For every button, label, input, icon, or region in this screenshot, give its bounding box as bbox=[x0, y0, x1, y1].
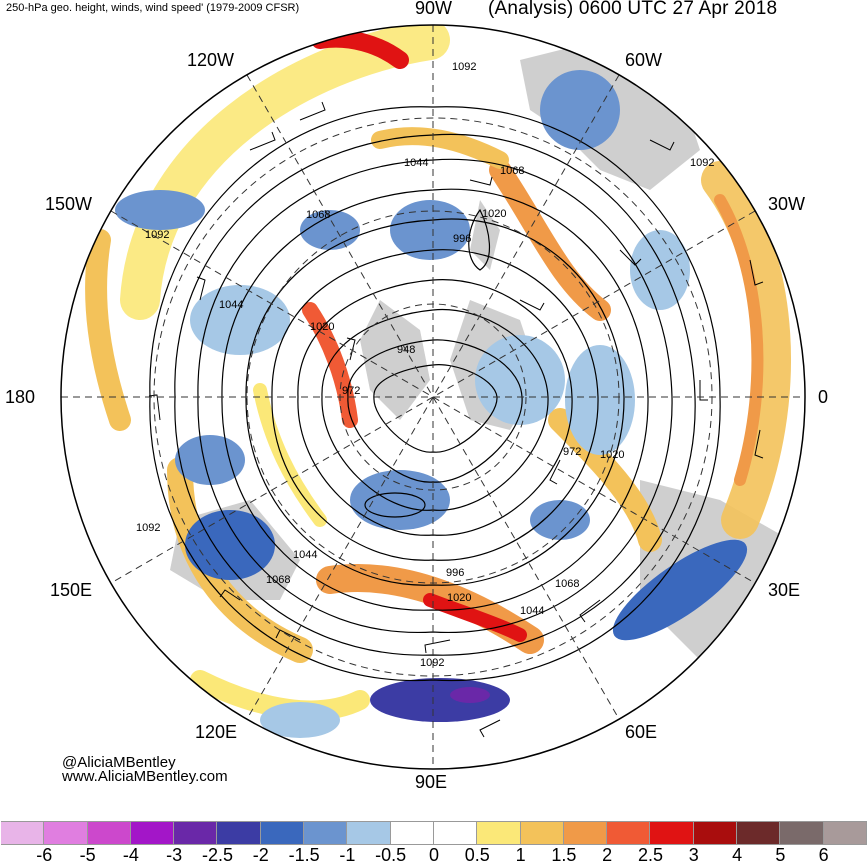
colorbar-swatch bbox=[650, 822, 694, 844]
lon-label-right-upper: 30W bbox=[768, 194, 806, 214]
contour-label: 1020 bbox=[482, 208, 506, 220]
lon-label-lower-left: 120E bbox=[195, 722, 238, 742]
colorbar-swatch bbox=[823, 822, 867, 844]
lon-label-upper-right: 60W bbox=[625, 50, 663, 70]
wind-barbs bbox=[148, 101, 764, 738]
colorbar-tick-label: 1.5 bbox=[551, 845, 577, 865]
contour-label: 1092 bbox=[690, 157, 714, 169]
colorbar-swatch bbox=[44, 822, 88, 844]
contour-label: 1020 bbox=[600, 449, 624, 461]
colorbar-swatch bbox=[130, 822, 175, 844]
contour-label: 1020 bbox=[447, 592, 471, 604]
colorbar-swatch bbox=[87, 822, 131, 844]
contour-label: 948 bbox=[397, 344, 415, 356]
credit-website: www.AliciaMBentley.com bbox=[62, 768, 228, 785]
contour-label: 1092 bbox=[420, 657, 444, 669]
colorbar-tick-label: -6 bbox=[36, 845, 53, 865]
colorbar-tick-label: -0.5 bbox=[375, 845, 407, 865]
contour-label: 1068 bbox=[266, 574, 290, 586]
colorbar-tick-label: 2.5 bbox=[637, 845, 664, 865]
graticule bbox=[61, 25, 805, 769]
contour-label: 1068 bbox=[500, 165, 524, 177]
contour-label: 1068 bbox=[555, 578, 579, 590]
colorbar bbox=[1, 821, 867, 845]
colorbar-tick-label: 3 bbox=[688, 845, 699, 865]
contour-label: 1044 bbox=[219, 299, 243, 311]
colorbar-swatch bbox=[607, 822, 651, 844]
colorbar-swatch bbox=[433, 822, 478, 844]
lon-label-right: 0 bbox=[818, 387, 829, 407]
credit-handle: @AliciaMBentley bbox=[62, 754, 176, 771]
colorbar-swatch bbox=[563, 822, 608, 844]
contour-label: 972 bbox=[342, 385, 360, 397]
lon-label-left: 180 bbox=[5, 387, 36, 407]
colorbar-tick-label: 2 bbox=[602, 845, 613, 865]
colorbar-swatch bbox=[1, 822, 45, 844]
contour-label: 1044 bbox=[520, 605, 544, 617]
colorbar-tick-label: 5 bbox=[775, 845, 786, 865]
height-contours bbox=[149, 106, 721, 682]
colorbar-ticks: -6 -5 -4 -3 -2.5 -2 -1.5 -1 -0.5 0 0.5 1 1.5 2 2.5 3 4 5 6 bbox=[0, 845, 868, 865]
contour-label: 996 bbox=[446, 567, 464, 579]
colorbar-tick-label: 0.5 bbox=[464, 845, 490, 865]
colorbar-swatch bbox=[347, 822, 391, 844]
contour-label: 1044 bbox=[404, 157, 428, 169]
chart-title-left: 250-hPa geo. height, winds, wind speed' … bbox=[6, 2, 300, 14]
lon-label-bottom: 90E bbox=[415, 772, 448, 792]
contour-label: 1068 bbox=[306, 209, 330, 221]
contour-label: 1092 bbox=[145, 229, 169, 241]
lon-label-right-lower: 30E bbox=[768, 580, 801, 600]
colorbar-tick-label: -4 bbox=[122, 845, 139, 865]
colorbar-tick-label: 4 bbox=[732, 845, 743, 865]
contour-label: 1044 bbox=[293, 549, 317, 561]
colorbar-swatch bbox=[693, 822, 738, 844]
chart-title-right: (Analysis) 0600 UTC 27 Apr 2018 bbox=[488, 0, 778, 19]
colorbar-swatch bbox=[737, 822, 781, 844]
colorbar-swatch bbox=[390, 822, 434, 844]
contour-label: 972 bbox=[563, 446, 581, 458]
contour-label: 1092 bbox=[136, 522, 160, 534]
contour-label: 1020 bbox=[310, 321, 334, 333]
colorbar-tick-label: 0 bbox=[428, 845, 440, 865]
contour-label: 1092 bbox=[452, 61, 476, 73]
colorbar-swatch bbox=[304, 822, 348, 844]
colorbar-swatch bbox=[780, 822, 824, 844]
colorbar-tick-label: -2.5 bbox=[201, 845, 234, 865]
colorbar-tick-label: -1 bbox=[339, 845, 356, 865]
colorbar-swatch bbox=[477, 822, 521, 844]
colorbar-tick-label: -5 bbox=[79, 845, 96, 865]
colorbar-swatch bbox=[217, 822, 261, 844]
colorbar-swatch bbox=[520, 822, 564, 844]
lon-label-lower-right: 60E bbox=[625, 722, 658, 742]
lon-label-top: 90W bbox=[415, 0, 453, 18]
colorbar-tick-label: 1 bbox=[515, 845, 526, 865]
contour-label: 996 bbox=[453, 233, 471, 245]
lon-label-left-lower: 150E bbox=[50, 580, 93, 600]
colorbar-tick-label: -3 bbox=[166, 845, 183, 865]
colorbar-swatch bbox=[260, 822, 305, 844]
colorbar-tick-label: 6 bbox=[818, 845, 829, 865]
colorbar-tick-label: -2 bbox=[252, 845, 269, 865]
lon-label-left-upper: 150W bbox=[45, 194, 93, 214]
colorbar-swatch bbox=[174, 822, 218, 844]
speed-anomaly-negative bbox=[115, 70, 748, 738]
lon-label-upper-left: 120W bbox=[187, 50, 235, 70]
colorbar-tick-label: -1.5 bbox=[288, 845, 320, 865]
